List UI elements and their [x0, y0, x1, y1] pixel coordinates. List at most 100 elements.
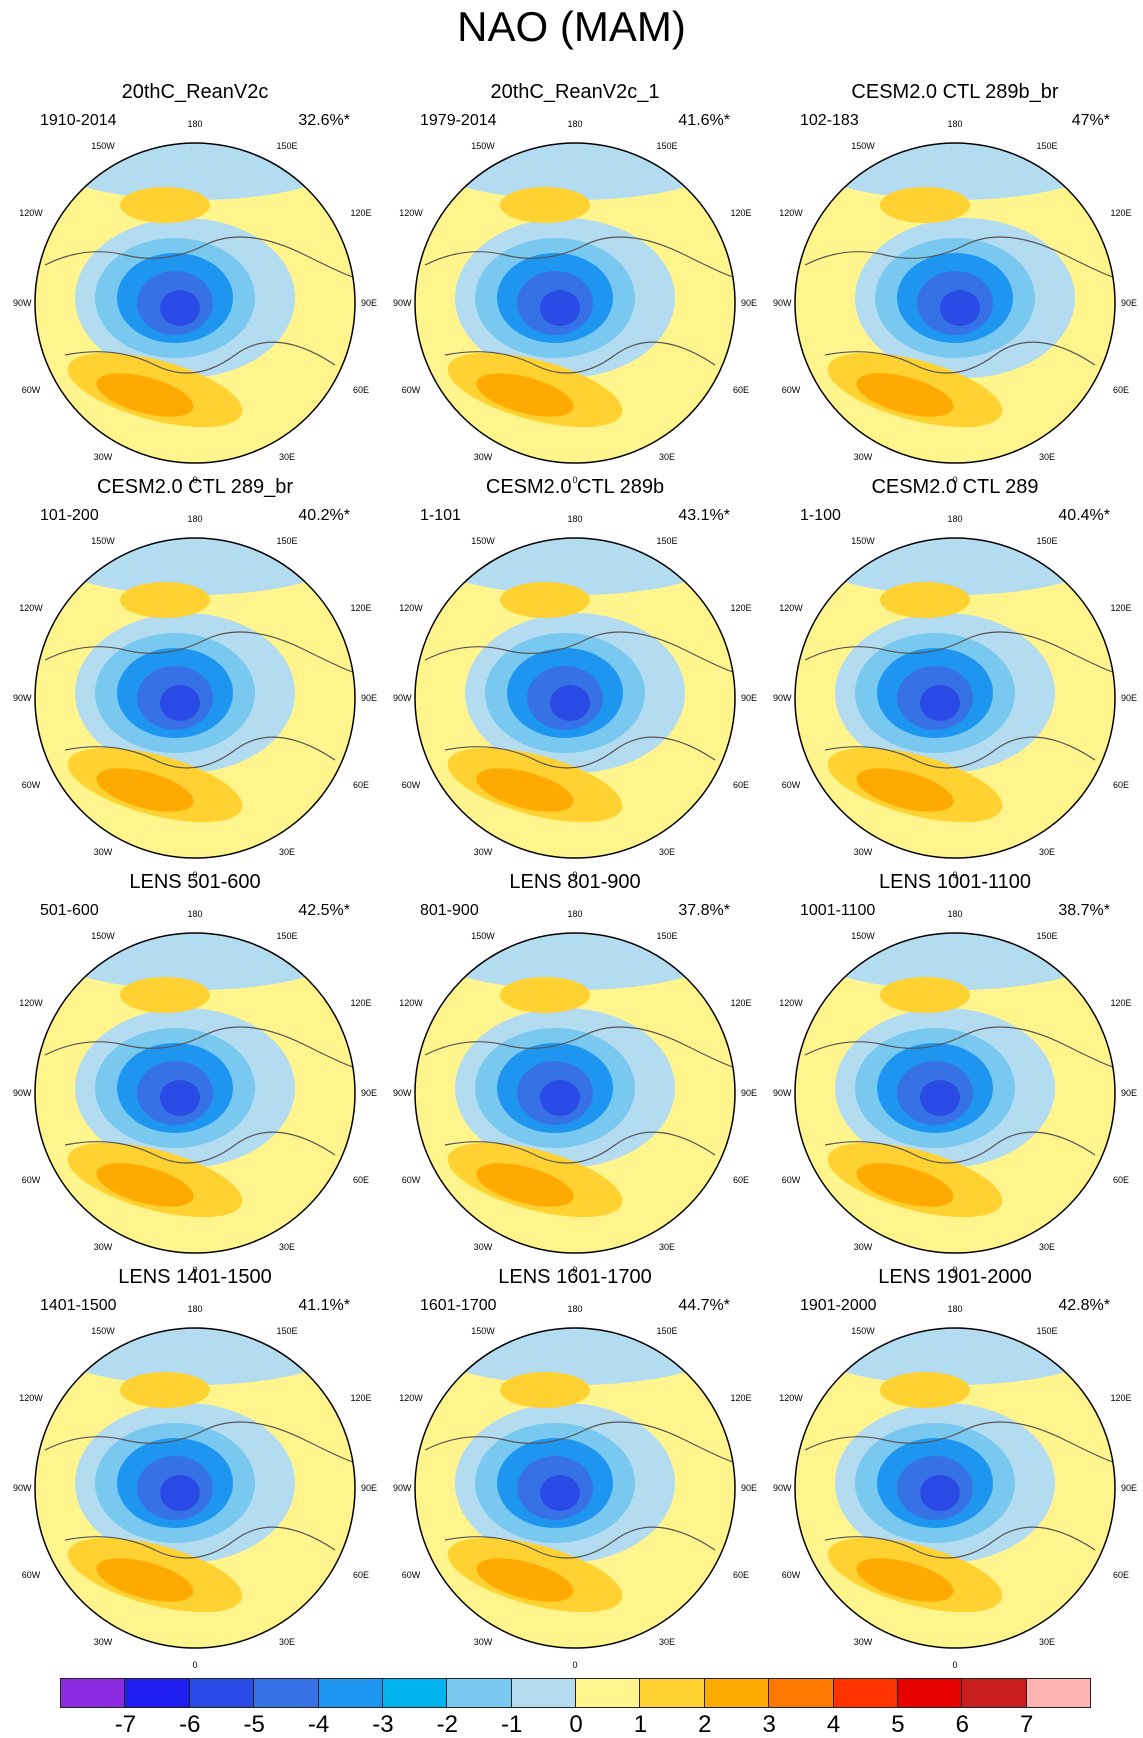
anomaly-field	[35, 1328, 355, 1648]
longitude-label: 120W	[399, 603, 423, 613]
map-panel: 20thC_ReanV2c_1 1979-2014 41.6%* 180 150W 150…	[385, 80, 765, 485]
arctic-negative-contour	[920, 1080, 960, 1116]
longitude-label: 180	[567, 514, 582, 524]
panel-explained-variance: 37.8%*	[678, 902, 730, 919]
panel-explained-variance: 32.6%*	[298, 112, 350, 129]
pacific-positive-contour	[120, 187, 210, 223]
colorbar-swatch	[768, 1678, 834, 1708]
panel-period: 1-100	[800, 507, 841, 524]
colorbar-tick-label: -6	[179, 1711, 201, 1738]
colorbar-tick-label: 3	[762, 1711, 776, 1738]
longitude-label: 30E	[659, 452, 675, 462]
longitude-label: 60W	[22, 780, 41, 790]
pacific-positive-contour	[880, 582, 970, 618]
longitude-label: 60E	[353, 1175, 369, 1185]
colorbar-swatch	[896, 1678, 963, 1708]
longitude-label: 90W	[393, 1483, 412, 1493]
longitude-label: 60W	[22, 1570, 41, 1580]
panel-explained-variance: 42.5%*	[298, 902, 350, 919]
longitude-label: 0	[192, 870, 197, 880]
map-panel: CESM2.0 CTL 289b_br 102-183 47%* 180 150W 150…	[765, 80, 1143, 485]
longitude-label: 150E	[276, 931, 297, 941]
pacific-negative-region	[425, 538, 725, 595]
longitude-label: 0	[952, 1660, 957, 1670]
longitude-label: 150E	[656, 536, 677, 546]
atlantic-positive-contour	[96, 373, 194, 417]
longitude-label: 0	[192, 1265, 197, 1275]
longitude-label: 60W	[402, 1175, 421, 1185]
map-panel: LENS 1401-1500 1401-1500 41.1%* 180 150W 150E…	[5, 1265, 385, 1670]
longitude-label: 30W	[854, 1637, 873, 1647]
longitude-label: 90W	[773, 1088, 792, 1098]
colorbar-swatch	[832, 1678, 898, 1708]
atlantic-positive-contour	[476, 1163, 574, 1207]
longitude-label: 90E	[361, 1088, 377, 1098]
atlantic-positive-contour	[856, 1163, 954, 1207]
polar-map: 180 150W 150E 120W 120E 90W 90E 60W 60E 30W 30E 0	[773, 119, 1137, 485]
longitude-label: 30E	[659, 1637, 675, 1647]
panel-period: 1601-1700	[420, 1297, 497, 1314]
longitude-label: 150E	[276, 141, 297, 151]
coastline	[804, 1026, 1115, 1164]
pacific-positive-contour	[500, 1372, 590, 1408]
colorbar-swatch	[961, 1678, 1027, 1708]
arctic-negative-contour	[160, 685, 200, 721]
longitude-label: 120W	[779, 998, 803, 1008]
longitude-label: 60E	[1113, 780, 1129, 790]
longitude-label: 60W	[402, 385, 421, 395]
longitude-label: 30E	[659, 847, 675, 857]
panel-title: LENS 801-900	[509, 871, 641, 893]
pacific-negative-region	[45, 143, 345, 200]
map-panel: 20thC_ReanV2c 1910-2014 32.6%* 180 150W 150E 1…	[5, 80, 385, 485]
longitude-label: 120E	[1110, 998, 1131, 1008]
panel-period: 501-600	[40, 902, 99, 919]
panel-explained-variance: 38.7%*	[1058, 902, 1110, 919]
longitude-label: 90E	[361, 298, 377, 308]
arctic-negative-contour	[920, 685, 960, 721]
coastline	[804, 236, 1115, 374]
anomaly-field	[795, 143, 1115, 463]
longitude-label: 0	[192, 1660, 197, 1670]
atlantic-positive-contour	[476, 373, 574, 417]
longitude-label: 150W	[91, 931, 115, 941]
longitude-label: 0	[572, 1265, 577, 1275]
longitude-label: 90W	[13, 693, 32, 703]
longitude-label: 60W	[782, 1570, 801, 1580]
map-boundary	[34, 537, 356, 859]
longitude-label: 60W	[782, 385, 801, 395]
longitude-label: 60W	[782, 780, 801, 790]
longitude-label: 180	[947, 909, 962, 919]
longitude-label: 90W	[13, 1483, 32, 1493]
longitude-label: 120E	[350, 998, 371, 1008]
longitude-label: 60E	[1113, 385, 1129, 395]
coastline	[44, 1421, 355, 1559]
atlantic-positive-contour	[856, 768, 954, 812]
colorbar-swatch	[381, 1678, 448, 1708]
colorbar-tick-label: 6	[955, 1711, 969, 1738]
longitude-label: 180	[187, 909, 202, 919]
pacific-negative-region	[805, 143, 1105, 200]
longitude-label: 30E	[1039, 847, 1055, 857]
longitude-label: 30E	[279, 847, 295, 857]
longitude-label: 0	[572, 870, 577, 880]
anomaly-field	[415, 538, 735, 858]
longitude-label: 90W	[13, 298, 32, 308]
longitude-label: 0	[952, 1265, 957, 1275]
longitude-label: 30W	[474, 1242, 493, 1252]
panel-title: 20thC_ReanV2c_1	[490, 81, 660, 103]
longitude-label: 90E	[1121, 1483, 1137, 1493]
panel-explained-variance: 41.6%*	[678, 112, 730, 129]
atlantic-positive-contour	[96, 768, 194, 812]
longitude-label: 150W	[91, 1326, 115, 1336]
pacific-positive-contour	[120, 582, 210, 618]
atlantic-positive-contour	[476, 1558, 574, 1602]
longitude-label: 30W	[474, 452, 493, 462]
panel-period: 1-101	[420, 507, 461, 524]
longitude-label: 90E	[361, 693, 377, 703]
panel-title: LENS 1601-1700	[498, 1266, 652, 1288]
panel-explained-variance: 42.8%*	[1058, 1297, 1110, 1314]
longitude-label: 120W	[19, 603, 43, 613]
polar-map: 180 150W 150E 120W 120E 90W 90E 60W 60E 30W 30E 0	[773, 909, 1137, 1275]
atlantic-positive-contour	[856, 373, 954, 417]
longitude-label: 120E	[1110, 1393, 1131, 1403]
